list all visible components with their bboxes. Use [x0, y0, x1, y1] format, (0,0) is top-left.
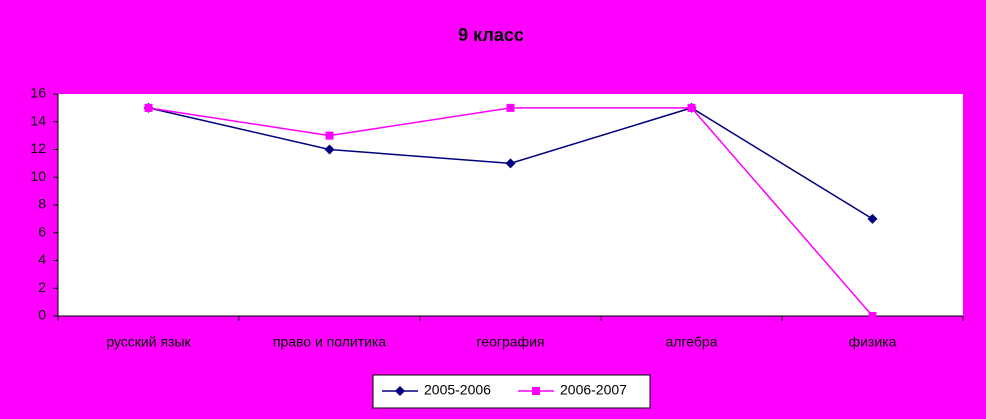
legend-label: 2005-2006 — [424, 382, 491, 398]
x-tick-label: право и политика — [273, 334, 387, 350]
y-tick-label: 12 — [30, 140, 46, 156]
point — [324, 144, 335, 155]
legend-label: 2006-2007 — [560, 382, 627, 398]
chart-title: 9 класс — [458, 25, 524, 45]
y-tick-label: 4 — [38, 251, 46, 267]
x-tick-label: физика — [849, 334, 897, 350]
x-tick-label: география — [477, 334, 545, 350]
y-tick-label: 14 — [30, 112, 46, 128]
x-tick-label: алгебра — [666, 334, 718, 350]
y-tick-label: 16 — [30, 85, 46, 101]
point — [687, 103, 696, 112]
y-tick-label: 6 — [38, 223, 46, 239]
legend-box — [372, 374, 651, 409]
legend-marker — [395, 386, 405, 396]
point — [506, 103, 515, 112]
point — [867, 213, 878, 224]
y-tick-label: 2 — [38, 279, 46, 295]
point — [868, 312, 877, 320]
y-tick-label: 0 — [38, 307, 46, 323]
y-tick-label: 10 — [30, 168, 46, 184]
point — [505, 158, 516, 169]
point — [325, 131, 334, 140]
legend-marker — [532, 387, 540, 395]
plot-area — [58, 94, 963, 316]
x-tick-label: русский язык — [106, 334, 191, 350]
point — [144, 103, 153, 112]
y-tick-label: 8 — [38, 196, 46, 212]
